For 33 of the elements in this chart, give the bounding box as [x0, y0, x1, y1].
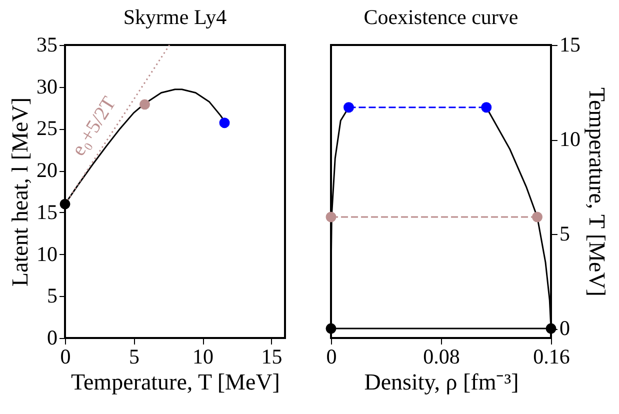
y2-tick-label: 0 — [560, 316, 570, 340]
point — [60, 198, 70, 210]
y2-tick-label: 15 — [560, 32, 580, 56]
y-tick-label: 20 — [36, 158, 58, 182]
y-tick-label: 30 — [36, 74, 58, 98]
chart-title: Coexistence curve — [364, 5, 518, 29]
y2-tick-label: 5 — [560, 222, 570, 246]
y-tick-label: 35 — [36, 32, 58, 56]
y-tick-label: 5 — [47, 284, 58, 308]
point — [140, 99, 150, 110]
y-axis-title: Latent heat, l [MeV] — [8, 97, 32, 287]
x-tick-label: 15 — [261, 344, 282, 368]
point — [326, 323, 336, 334]
point — [343, 102, 354, 113]
point — [219, 118, 230, 128]
y-tick-label: 15 — [36, 200, 58, 224]
x-tick-label: 5 — [129, 344, 140, 368]
point — [326, 212, 336, 222]
x-tick-label: 0 — [326, 344, 337, 368]
y2-axis-title: Temperature, T [MeV] — [584, 88, 610, 296]
chart-title: Skyrme Ly4 — [123, 5, 228, 29]
y-tick-label: 25 — [36, 116, 58, 140]
x-axis-title: Temperature, T [MeV] — [71, 370, 280, 394]
point — [532, 212, 542, 222]
y2-tick-label: 10 — [560, 127, 580, 152]
x-tick-label: 0.16 — [533, 344, 570, 368]
y-tick-label: 0 — [47, 326, 58, 350]
point — [481, 102, 492, 113]
y-tick-label: 10 — [36, 242, 58, 266]
point — [546, 323, 556, 334]
x-tick-label: 10 — [192, 344, 214, 368]
x-tick-label: 0.08 — [423, 344, 460, 368]
x-axis-title: Density, ρ [fm⁻³] — [364, 370, 519, 394]
